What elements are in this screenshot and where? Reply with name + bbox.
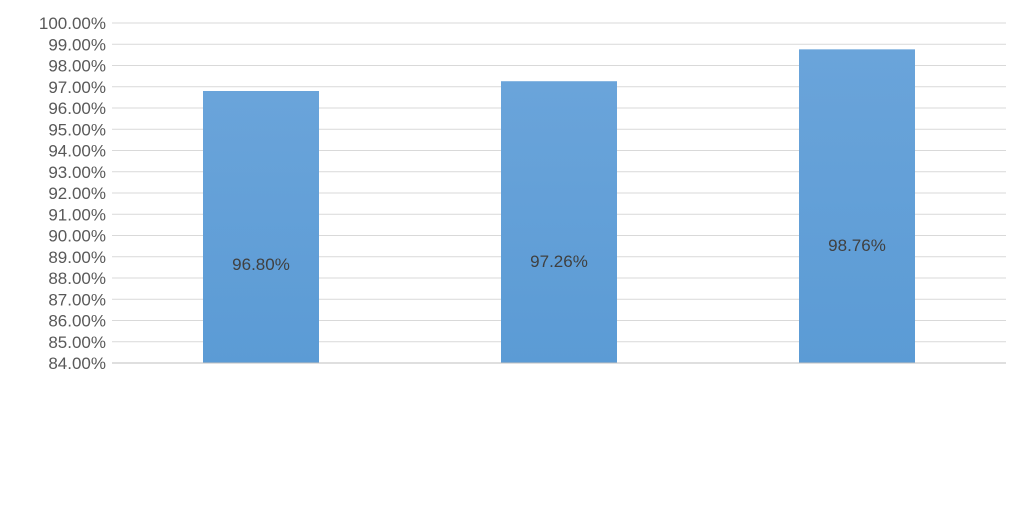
bar	[203, 91, 319, 363]
bars	[203, 49, 915, 363]
y-tick-label: 96.00%	[48, 99, 106, 118]
y-tick-label: 98.00%	[48, 57, 106, 76]
y-tick-label: 90.00%	[48, 227, 106, 246]
y-axis-tick-labels: 84.00% 85.00% 86.00% 87.00% 88.00% 89.00% 90.0…	[39, 14, 106, 373]
bar-data-label: 98.76%	[828, 236, 886, 255]
y-tick-label: 85.00%	[48, 333, 106, 352]
bar-data-label: 96.80%	[232, 255, 290, 274]
data-labels: 96.80% 97.26% 98.76%	[232, 236, 886, 274]
y-tick-label: 91.00%	[48, 205, 106, 224]
y-tick-label: 95.00%	[48, 120, 106, 139]
y-tick-label: 92.00%	[48, 184, 106, 203]
bar	[799, 49, 915, 363]
bar-data-label: 97.26%	[530, 252, 588, 271]
y-tick-label: 88.00%	[48, 269, 106, 288]
y-tick-label: 86.00%	[48, 312, 106, 331]
y-tick-label: 100.00%	[39, 14, 106, 33]
y-tick-label: 89.00%	[48, 248, 106, 267]
y-tick-label: 94.00%	[48, 142, 106, 161]
y-tick-label: 87.00%	[48, 290, 106, 309]
y-tick-label: 93.00%	[48, 163, 106, 182]
y-tick-label: 99.00%	[48, 35, 106, 54]
bar	[501, 81, 617, 363]
y-tick-label: 84.00%	[48, 354, 106, 373]
y-tick-label: 97.00%	[48, 78, 106, 97]
